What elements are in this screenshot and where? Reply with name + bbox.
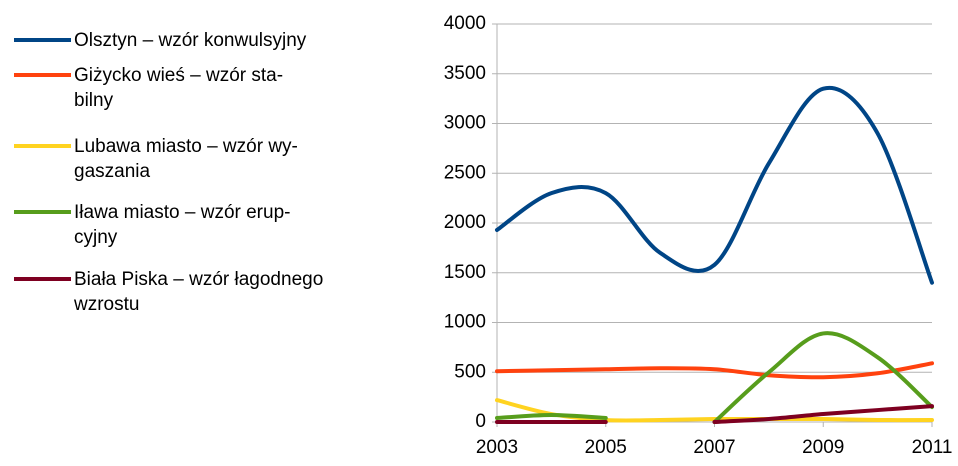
y-tick-label: 3500 (444, 63, 486, 84)
y-tick-label: 4000 (444, 13, 486, 34)
y-tick-label: 1000 (444, 312, 486, 333)
x-tick-label: 2007 (693, 437, 735, 458)
legend-entry: Lubawa miasto – wzór wy- gaszania (0, 134, 374, 184)
y-tick-label: 3000 (444, 113, 486, 134)
series-line (495, 413, 608, 421)
legend-entry: Giżycko wieś – wzór sta- bilny (0, 63, 374, 113)
legend-entry: Olsztyn – wzór konwulsyjny (0, 28, 374, 53)
y-tick-label: 1500 (444, 262, 486, 283)
series-line (495, 85, 934, 285)
legend-label: Lubawa miasto – wzór wy- gaszania (74, 136, 298, 182)
legend-swatch (14, 73, 71, 77)
series-line (495, 361, 934, 380)
y-tick-label: 0 (475, 411, 486, 432)
legend-entry: Biała Piska – wzór łagodnego wzrostu (0, 267, 374, 317)
series-line (712, 404, 934, 424)
series-line (712, 331, 934, 424)
y-tick-label: 2000 (444, 212, 486, 233)
legend-label: Biała Piska – wzór łagodnego wzrostu (74, 269, 324, 315)
legend-swatch (14, 38, 71, 42)
legend-label: Giżycko wieś – wzór sta- bilny (74, 65, 284, 111)
legend-swatch (14, 277, 71, 281)
x-tick-label: 2011 (912, 437, 953, 458)
y-tick-label: 2500 (444, 162, 486, 183)
legend-entry: Iława miasto – wzór erup- cyjny (0, 200, 374, 250)
x-tick-label: 2003 (476, 437, 518, 458)
legend-swatch (14, 210, 71, 214)
y-tick-label: 500 (454, 361, 486, 382)
x-tick-label: 2009 (802, 437, 844, 458)
x-tick-label: 2005 (585, 437, 627, 458)
legend-label: Iława miasto – wzór erup- cyjny (74, 202, 291, 248)
legend-swatch (14, 144, 71, 148)
legend-label: Olsztyn – wzór konwulsyjny (74, 30, 307, 51)
